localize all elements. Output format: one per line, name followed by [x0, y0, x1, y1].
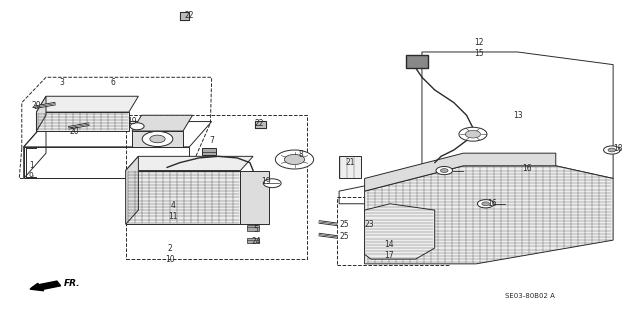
Text: 17: 17	[384, 251, 394, 260]
Text: 4: 4	[171, 201, 176, 210]
Text: 7: 7	[209, 136, 214, 145]
Text: FR.: FR.	[64, 279, 81, 288]
Polygon shape	[241, 171, 269, 224]
FancyArrow shape	[30, 281, 61, 291]
Text: 25: 25	[339, 220, 349, 229]
Circle shape	[130, 123, 144, 130]
Circle shape	[142, 131, 173, 146]
Circle shape	[440, 169, 448, 173]
Circle shape	[275, 150, 314, 169]
Polygon shape	[36, 112, 129, 131]
Text: 15: 15	[474, 49, 484, 58]
Bar	[337, 197, 449, 265]
Polygon shape	[365, 204, 435, 259]
Text: 22: 22	[184, 11, 194, 20]
Text: 2: 2	[168, 243, 173, 253]
Circle shape	[477, 200, 494, 208]
Circle shape	[263, 179, 281, 188]
Circle shape	[150, 135, 165, 143]
Polygon shape	[365, 153, 556, 191]
Text: 20: 20	[70, 127, 79, 136]
Text: 10: 10	[166, 255, 175, 263]
Polygon shape	[132, 115, 193, 131]
Text: 24: 24	[252, 237, 261, 246]
Circle shape	[465, 130, 481, 138]
Bar	[246, 225, 259, 231]
Text: 5: 5	[254, 225, 259, 234]
Text: 23: 23	[365, 220, 374, 229]
Text: 22: 22	[255, 119, 264, 128]
Text: 13: 13	[513, 111, 522, 120]
Polygon shape	[125, 156, 253, 171]
Circle shape	[608, 148, 616, 152]
Text: 11: 11	[169, 212, 178, 221]
Polygon shape	[125, 171, 241, 224]
Text: 1: 1	[29, 161, 34, 170]
Polygon shape	[339, 156, 362, 178]
Text: 3: 3	[60, 78, 65, 86]
Text: 12: 12	[474, 38, 484, 47]
Polygon shape	[406, 55, 428, 68]
Text: 25: 25	[339, 233, 349, 241]
Circle shape	[436, 167, 452, 175]
Text: 16: 16	[522, 165, 532, 174]
Polygon shape	[365, 166, 613, 264]
Polygon shape	[36, 96, 138, 112]
Circle shape	[482, 202, 490, 206]
Text: 19: 19	[127, 117, 137, 126]
Bar	[246, 238, 259, 243]
Text: 18: 18	[614, 144, 623, 153]
Polygon shape	[125, 156, 138, 224]
Text: 16: 16	[487, 199, 497, 208]
Text: SE03-80B02 A: SE03-80B02 A	[506, 293, 556, 299]
Text: 14: 14	[384, 241, 394, 249]
Text: 19: 19	[261, 177, 271, 186]
Circle shape	[284, 154, 305, 165]
Circle shape	[604, 146, 620, 154]
Text: 8: 8	[298, 150, 303, 159]
Text: 20: 20	[31, 101, 41, 110]
Bar	[202, 148, 216, 155]
Polygon shape	[132, 131, 183, 147]
Text: 21: 21	[346, 158, 355, 167]
Text: 9: 9	[29, 172, 34, 182]
Polygon shape	[36, 96, 46, 131]
Circle shape	[459, 127, 487, 141]
Text: 6: 6	[111, 78, 115, 86]
